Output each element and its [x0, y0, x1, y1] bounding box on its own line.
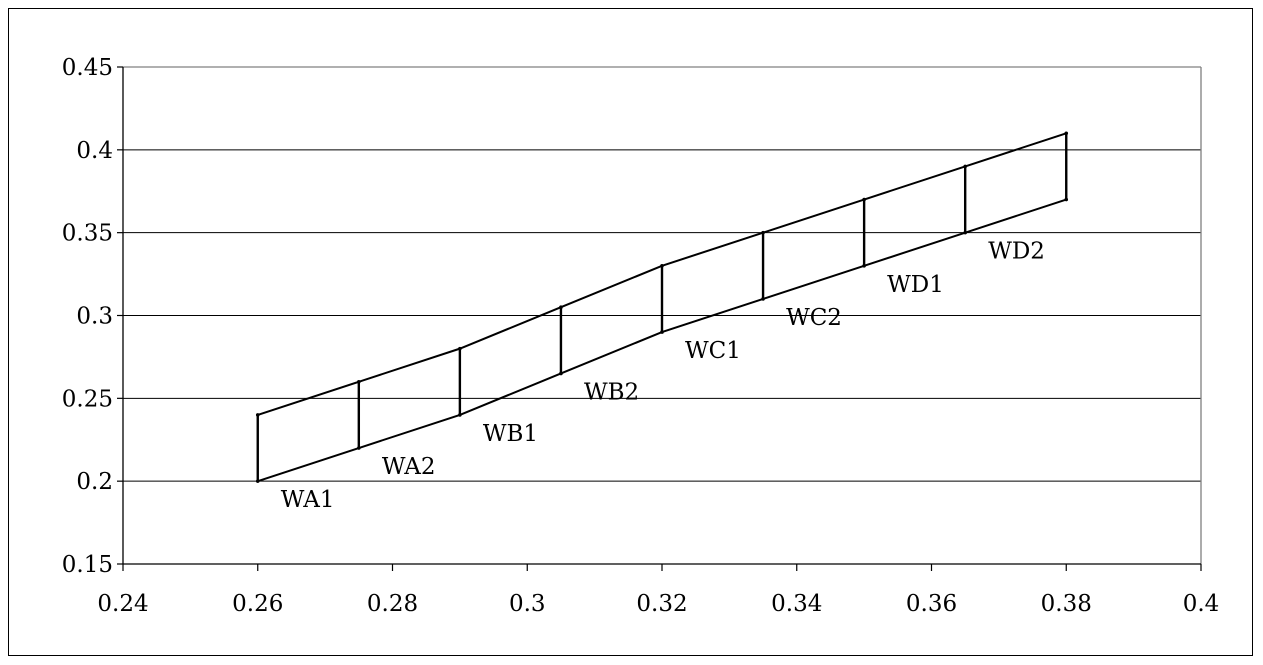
y-tick-label: 0.45: [62, 55, 113, 81]
y-tick-label: 0.2: [76, 469, 113, 495]
y-tick-label: 0.3: [76, 304, 113, 330]
y-tick-label: 0.35: [62, 221, 113, 247]
axes: 0.15 0.2 0.25 0.3 0.35 0.4 0.45 0.24 0.26 0.28 0.3…: [62, 55, 1220, 617]
data-label: WD1: [887, 272, 944, 298]
x-tick-label: 0.4: [1183, 591, 1220, 617]
data-labels: WA1 WA2 WB1 WB2 WC1 WC2 WD1 WD2: [281, 239, 1045, 513]
data-label: WB2: [584, 379, 639, 405]
data-label: WC2: [786, 305, 842, 331]
data-label: WA2: [382, 454, 436, 480]
x-tick-label: 0.38: [1041, 591, 1092, 617]
x-tick-label: 0.36: [906, 591, 957, 617]
data-label: WA1: [281, 487, 335, 513]
x-tick-label: 0.32: [636, 591, 687, 617]
series-lines: [255, 131, 1069, 483]
y-tick-label: 0.15: [62, 552, 113, 578]
x-tick-label: 0.34: [771, 591, 822, 617]
x-tick-label: 0.3: [509, 591, 546, 617]
y-tick-label: 0.25: [62, 386, 113, 412]
y-tick-label: 0.4: [76, 138, 113, 164]
series-line-2: [257, 198, 1067, 483]
x-tick-label: 0.26: [232, 591, 283, 617]
chart-frame: [8, 8, 1253, 656]
data-label: WD2: [988, 239, 1045, 265]
data-label: WB1: [483, 421, 538, 447]
x-tick-label: 0.24: [97, 591, 148, 617]
data-label: WC1: [685, 338, 741, 364]
x-tick-label: 0.28: [367, 591, 418, 617]
